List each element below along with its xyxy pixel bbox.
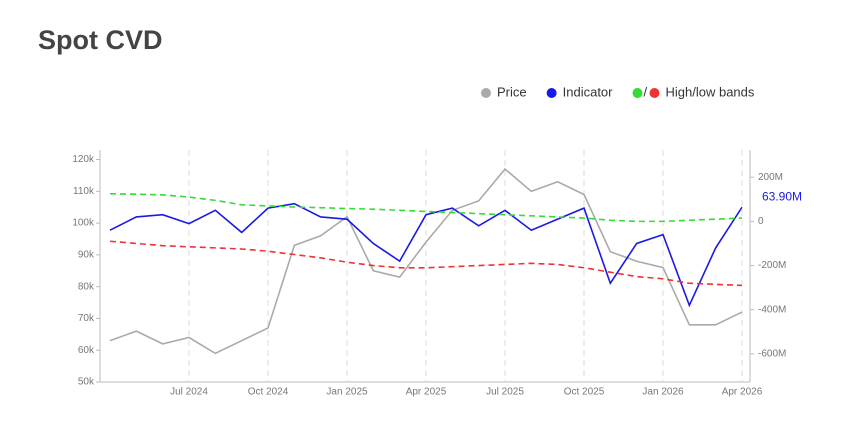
y-tick-label: 110k — [73, 186, 95, 197]
legend-swatch — [632, 88, 643, 98]
legend-swatch — [546, 88, 557, 98]
y-tick-label: 80k — [78, 281, 95, 292]
band-line — [109, 192, 743, 223]
x-tick-label: Oct 2024 — [248, 387, 289, 398]
legend-swatch — [649, 88, 660, 98]
y-tick-label: 70k — [78, 313, 95, 324]
legend-swatch — [481, 88, 491, 98]
y-tick-label: 100k — [72, 218, 95, 229]
x-tick-label: Jan 2026 — [642, 387, 684, 398]
y2-tick-label: -400M — [758, 304, 786, 315]
legend-label: Price — [497, 84, 527, 99]
x-tick-label: Apr 2026 — [722, 387, 763, 398]
legend-label: High/low bands — [666, 84, 755, 99]
y2-tick-label: -600M — [758, 349, 786, 360]
x-tick-label: Oct 2025 — [564, 387, 605, 398]
series-line — [109, 202, 743, 308]
x-tick-label: Jul 2025 — [486, 387, 524, 398]
y-tick-label: 90k — [78, 250, 95, 261]
y-tick-label: 50k — [78, 377, 95, 388]
last-value-label: 63.90M — [762, 189, 802, 203]
x-tick-label: Jul 2024 — [170, 387, 208, 398]
x-tick-label: Apr 2025 — [406, 387, 447, 398]
band-line — [109, 240, 743, 287]
y2-tick-label: 0 — [758, 216, 764, 227]
y2-tick-label: -200M — [758, 260, 786, 271]
legend-separator: / — [644, 84, 648, 99]
series-line — [109, 167, 743, 355]
y2-tick-label: 200M — [758, 172, 783, 183]
y-tick-label: 120k — [72, 154, 95, 165]
y-tick-label: 60k — [78, 345, 95, 356]
chart-title: Spot CVD — [38, 25, 163, 55]
x-tick-label: Jan 2025 — [326, 387, 368, 398]
legend-label: Indicator — [563, 84, 614, 99]
